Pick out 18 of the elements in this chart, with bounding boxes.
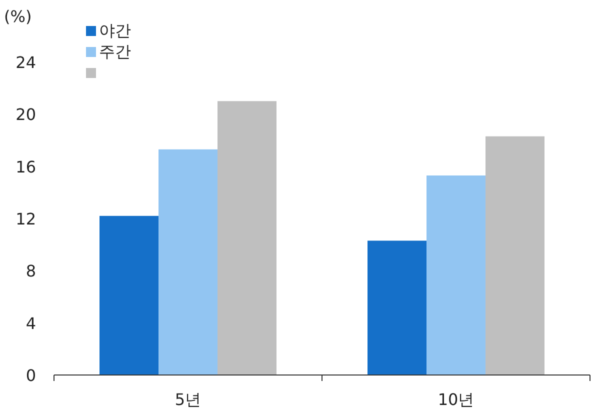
- bar: [486, 136, 544, 375]
- y-axis-title: (%): [4, 7, 32, 26]
- x-tick-label: 10년: [438, 390, 474, 409]
- y-tick-label: 16: [16, 157, 36, 176]
- bar: [426, 175, 486, 375]
- x-tick-label: 5년: [174, 390, 202, 409]
- y-tick-label: 4: [26, 314, 36, 333]
- y-tick-label: 24: [16, 53, 36, 72]
- y-tick-label: 20: [16, 105, 36, 124]
- legend-label: 야간: [99, 21, 131, 40]
- y-tick-label: 0: [26, 366, 36, 385]
- bar: [368, 240, 426, 375]
- y-tick-label: 12: [16, 210, 36, 228]
- bar: [218, 101, 276, 375]
- legend-label: 주간: [99, 42, 131, 61]
- bar: [158, 149, 218, 375]
- y-tick-label: 8: [26, 262, 36, 281]
- bar: [100, 216, 158, 375]
